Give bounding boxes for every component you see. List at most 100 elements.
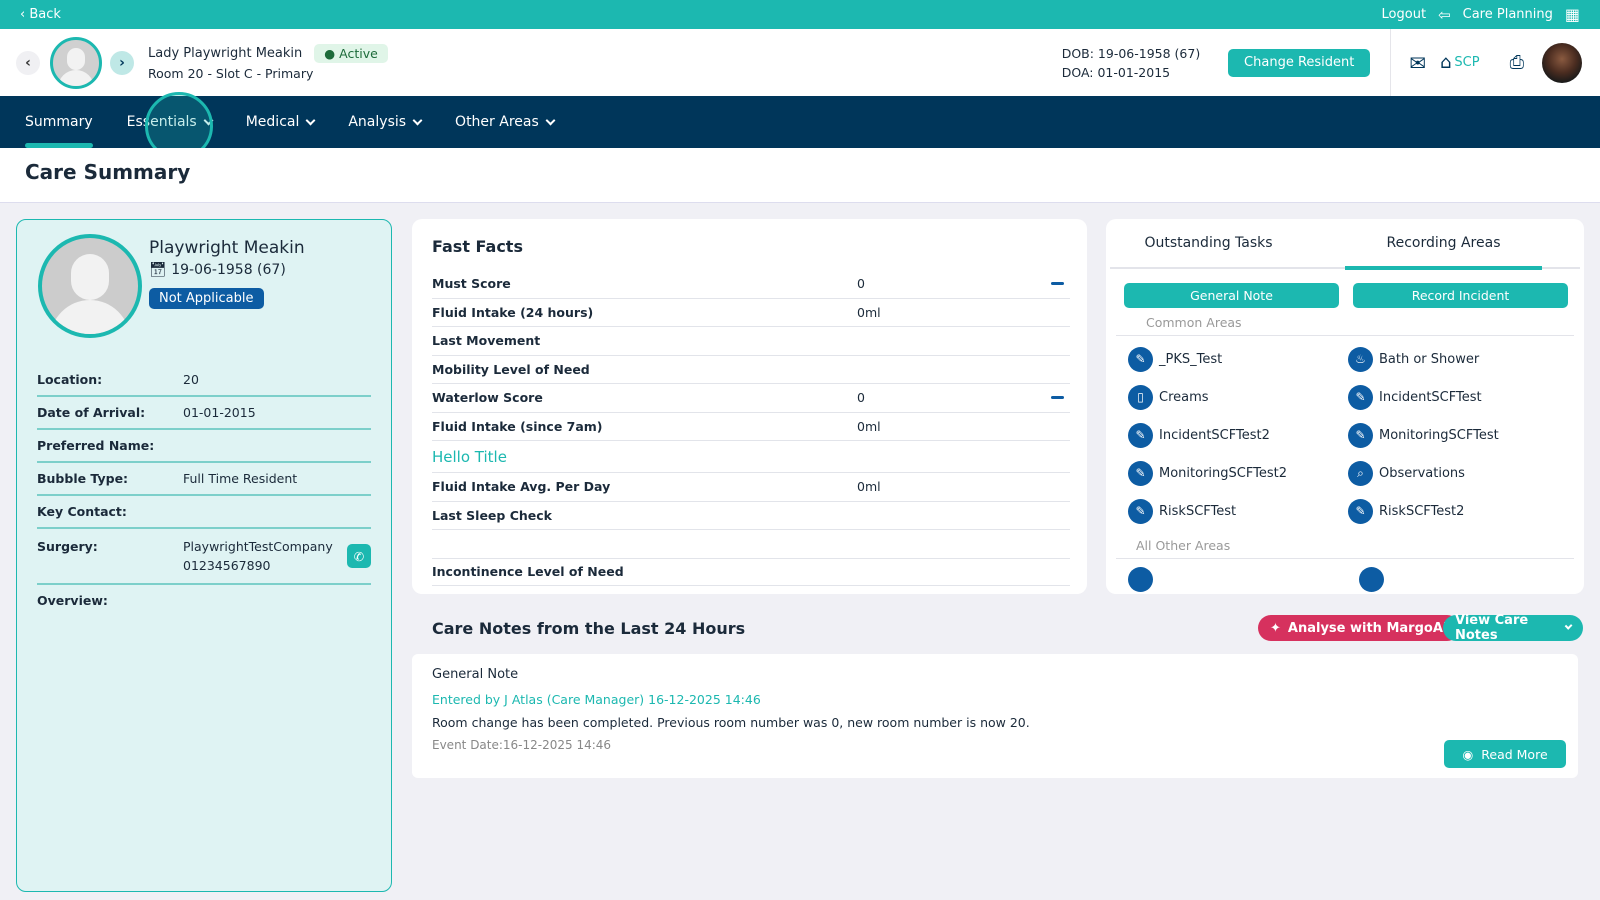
minus-icon[interactable] — [1051, 396, 1064, 400]
logout-link[interactable]: Logout — [1381, 7, 1427, 22]
fact-row: Mobility Level of Need — [432, 356, 1070, 384]
recording-area-item[interactable]: ⌕ Observations — [1348, 454, 1568, 492]
overview-label: Overview: — [37, 593, 108, 608]
profile-badge: Not Applicable — [149, 288, 264, 309]
profile-row-label: Date of Arrival: — [37, 405, 146, 420]
value-text: 01-01-2015 — [183, 405, 256, 420]
sparkle-icon: ✦ — [1270, 620, 1281, 636]
minus-icon[interactable] — [1051, 282, 1064, 286]
profile-row: Key Contact: — [37, 496, 371, 529]
fact-row: Incontinence Level of Need — [432, 559, 1070, 586]
edit-bubble-icon: ✎ — [1128, 460, 1153, 486]
main-nav: Summary Essentials Medical Analysis Othe… — [0, 96, 1600, 148]
value-text: 20 — [183, 372, 199, 387]
chevron-down-icon — [305, 115, 316, 125]
resident-profile-card: Playwright Meakin 📅︎ 19-06-1958 (67) Not… — [16, 219, 392, 892]
area-label: IncidentSCFTest — [1379, 389, 1482, 405]
home-icon[interactable]: ⌂ — [1439, 52, 1452, 73]
analyse-margoai-button[interactable]: ✦ Analyse with MargoAI — [1258, 615, 1460, 641]
change-resident-button[interactable]: Change Resident — [1228, 48, 1371, 77]
fact-row: Last Movement — [432, 327, 1070, 356]
eye-icon: ◉ — [1462, 746, 1474, 762]
chevron-down-icon — [545, 115, 556, 125]
recording-area-item[interactable]: ✎ MonitoringSCFTest — [1348, 416, 1568, 454]
note-event-date: Event Date:16-12-2025 14:46 — [432, 738, 612, 752]
area-label: RiskSCFTest — [1159, 503, 1237, 519]
resident-name: Lady Playwright Meakin — [148, 46, 303, 61]
back-link[interactable]: ‹ Back — [20, 7, 61, 22]
fact-row: Fluid Intake (since 7am) 0ml — [432, 413, 1070, 441]
fact-label: Fluid Intake (24 hours) — [432, 304, 594, 320]
tab-label: Medical — [245, 114, 300, 130]
resident-header: ‹ › Lady Playwright Meakin ● Active Room… — [0, 29, 1600, 96]
fact-row — [432, 530, 1070, 559]
note-body: Room change has been completed. Previous… — [432, 715, 1030, 730]
area-label: Bath or Shower — [1379, 351, 1480, 367]
fact-label: Last Sleep Check — [432, 507, 552, 523]
fact-value: 0 — [857, 390, 865, 406]
tab-other-areas[interactable]: Other Areas — [455, 96, 556, 148]
edit-bubble-icon: ✎ — [1348, 422, 1373, 448]
fact-label: Fluid Intake (since 7am) — [432, 418, 603, 434]
tab-label: Analysis — [348, 114, 407, 130]
analyse-label: Analyse with MargoAI — [1287, 620, 1448, 636]
tab-outstanding-tasks[interactable]: Outstanding Tasks — [1144, 235, 1273, 251]
recording-area-item[interactable]: ✎ IncidentSCFTest2 — [1128, 416, 1348, 454]
general-note-button[interactable]: General Note — [1124, 283, 1339, 308]
tab-medical[interactable]: Medical — [245, 96, 316, 148]
phone-icon[interactable]: ✆ — [347, 544, 371, 568]
recording-area-item[interactable]: ▯ Creams — [1128, 378, 1348, 416]
profile-row-value — [183, 438, 371, 453]
fact-row: Fluid Intake (24 hours) 0ml — [432, 299, 1070, 327]
scp-link[interactable]: SCP — [1454, 55, 1480, 70]
profile-row-value: 20 — [183, 372, 371, 387]
profile-row-label: Key Contact: — [37, 504, 127, 519]
profile-row-label: Preferred Name: — [37, 438, 155, 453]
fast-facts-title: Fast Facts — [432, 237, 523, 256]
recording-area-item[interactable]: ✎ RiskSCFTest2 — [1348, 492, 1568, 530]
profile-row-value: Full Time Resident — [183, 471, 371, 486]
area-icon — [1128, 567, 1153, 592]
profile-row: Location: 20 — [37, 364, 371, 397]
profile-name: Playwright Meakin — [149, 238, 305, 258]
record-incident-button[interactable]: Record Incident — [1353, 283, 1568, 308]
section-title: Hello Title — [432, 441, 1070, 473]
profile-row: Preferred Name: — [37, 430, 371, 463]
tab-summary[interactable]: Summary — [25, 96, 93, 148]
phone-number: 01234567890 — [183, 558, 271, 573]
recording-area-item[interactable]: ♨ Bath or Shower — [1348, 340, 1568, 378]
care-planning-link[interactable]: Care Planning — [1462, 7, 1553, 22]
prev-resident-button[interactable]: ‹ — [16, 50, 40, 75]
area-label: IncidentSCFTest2 — [1159, 427, 1270, 443]
view-care-notes-button[interactable]: View Care Notes — [1443, 613, 1583, 643]
logout-icon[interactable]: ⇦ — [1438, 5, 1451, 24]
recording-area-item[interactable]: ✎ IncidentSCFTest — [1348, 378, 1568, 416]
mail-icon[interactable]: ✉ — [1409, 50, 1426, 75]
recording-area-item[interactable]: ✎ MonitoringSCFTest2 — [1128, 454, 1348, 492]
edit-bubble-icon: ✎ — [1348, 498, 1373, 524]
fact-row: Fluid Intake Avg. Per Day 0ml — [432, 473, 1070, 502]
fact-row: Must Score 0 — [432, 270, 1070, 299]
room-info: Room 20 - Slot C - Primary — [148, 66, 314, 81]
tab-recording-areas[interactable]: Recording Areas — [1345, 219, 1542, 270]
fact-value: 0ml — [857, 479, 881, 495]
apps-grid-icon[interactable]: ▦ — [1564, 5, 1580, 24]
recording-panel: Outstanding Tasks Recording Areas Genera… — [1106, 219, 1584, 594]
print-icon[interactable]: ⎙ — [1509, 52, 1524, 73]
chevron-down-icon — [412, 115, 423, 125]
recording-area-item[interactable]: ✎ _PKS_Test — [1128, 340, 1348, 378]
next-resident-button[interactable]: › — [110, 50, 134, 75]
fact-label: Incontinence Level of Need — [432, 564, 624, 579]
search-icon: ⌕ — [1348, 460, 1373, 486]
doa-text: DOA: 01-01-2015 — [1061, 64, 1171, 80]
fact-value: 0 — [857, 276, 865, 292]
fact-label: Last Movement — [432, 333, 541, 349]
user-avatar[interactable] — [1542, 42, 1582, 83]
area-icon — [1359, 567, 1384, 592]
read-more-button[interactable]: ◉ Read More — [1444, 740, 1566, 768]
profile-row: Date of Arrival: 01-01-2015 — [37, 397, 371, 430]
fact-row: Waterlow Score 0 — [432, 384, 1070, 413]
tab-analysis[interactable]: Analysis — [348, 96, 423, 148]
recording-area-item[interactable]: ✎ RiskSCFTest — [1128, 492, 1348, 530]
edit-bubble-icon: ✎ — [1128, 498, 1153, 524]
